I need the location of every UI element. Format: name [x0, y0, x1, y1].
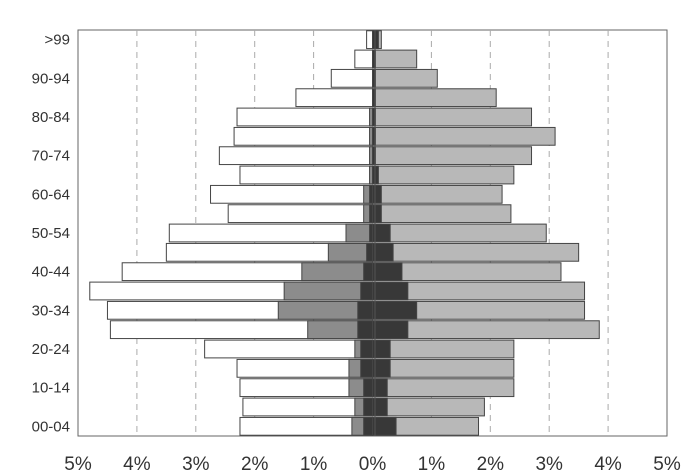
x-tick-label: 2%: [477, 454, 505, 475]
bar-right-inner: [372, 339, 391, 359]
plot-area: [77, 29, 668, 437]
x-axis-tick-labels: 5% 4% 3% 2% 1% 0% 1% 2% 3% 4% 5%: [64, 454, 681, 475]
bar-right-outer: [372, 126, 556, 146]
bar-right-outer: [372, 49, 418, 69]
bar-right-outer: [372, 242, 580, 262]
x-tick-label: 5%: [653, 454, 681, 475]
x-tick-label: 1%: [300, 454, 328, 475]
bar-left-inner: [360, 281, 374, 301]
x-tick-label: 1%: [418, 454, 446, 475]
y-tick-label: 10-14: [32, 380, 70, 397]
bar-right-inner: [372, 320, 409, 340]
bar-left-outer: [295, 88, 373, 108]
bar-left-inner: [360, 339, 374, 359]
bar-right-inner: [372, 300, 418, 320]
bar-left-inner: [363, 262, 374, 282]
bar-right-inner: [372, 281, 409, 301]
bar-left-inner: [363, 397, 374, 417]
y-tick-label: 00-04: [32, 418, 70, 435]
bar-left-outer: [236, 107, 373, 127]
bar-left-outer: [354, 49, 373, 69]
y-axis-tick-labels: 00-04 10-14 20-24 30-34 40-44 50-54 60-64 70-74…: [32, 32, 70, 436]
bar-right-outer: [372, 358, 515, 378]
bar-left-outer: [366, 30, 373, 50]
bar-right-inner: [372, 358, 391, 378]
bar-right-inner: [372, 262, 403, 282]
bar-left-mid: [345, 223, 373, 243]
bar-right-inner: [372, 378, 388, 398]
bar-left-inner: [363, 378, 374, 398]
bar-left-inner: [363, 416, 374, 436]
x-tick-label: 4%: [123, 454, 151, 475]
bar-left-inner: [360, 358, 374, 378]
bar-right-outer: [372, 223, 547, 243]
x-tick-label: 2%: [241, 454, 269, 475]
bar-left-outer: [227, 204, 373, 224]
bar-right-outer: [372, 184, 503, 204]
x-tick-label: 0%: [359, 454, 387, 475]
x-tick-label: 3%: [182, 454, 210, 475]
bar-right-outer: [372, 146, 533, 166]
bar-right-outer: [372, 339, 515, 359]
bar-left-outer: [218, 146, 373, 166]
bars: [89, 30, 600, 436]
bar-left-outer: [239, 165, 373, 185]
bar-left-mid: [327, 242, 374, 262]
bar-right-inner: [372, 184, 382, 204]
bar-right-outer: [372, 107, 533, 127]
bar-left-outer: [330, 68, 373, 88]
y-tick-label: 80-84: [32, 109, 70, 126]
y-tick-label: 20-24: [32, 341, 70, 358]
x-tick-label: 5%: [64, 454, 92, 475]
bar-left-inner: [357, 320, 373, 340]
bar-right-outer: [372, 397, 485, 417]
y-tick-label: 40-44: [32, 264, 70, 281]
bar-left-outer: [204, 339, 373, 359]
bar-right-outer: [372, 378, 515, 398]
y-tick-label: 30-34: [32, 302, 70, 319]
x-tick-label: 3%: [535, 454, 563, 475]
y-tick-label: 50-54: [32, 225, 70, 242]
bar-right-outer: [372, 88, 497, 108]
y-tick-label: 60-64: [32, 186, 70, 203]
bar-right-outer: [372, 165, 515, 185]
bar-left-outer: [233, 126, 373, 146]
bar-right-outer: [372, 204, 512, 224]
bar-right-inner: [372, 397, 388, 417]
bar-left-outer: [242, 397, 373, 417]
bar-right-outer: [372, 68, 438, 88]
y-tick-label: 70-74: [32, 148, 70, 165]
bar-left-inner: [357, 300, 373, 320]
bar-left-outer: [168, 223, 373, 243]
bar-right-inner: [372, 223, 391, 243]
y-tick-label: >99: [45, 32, 70, 49]
bar-left-mid: [301, 262, 374, 282]
x-tick-label: 4%: [594, 454, 622, 475]
bar-left-outer: [210, 184, 373, 204]
bar-left-inner: [366, 242, 373, 262]
bar-right-inner: [372, 416, 397, 436]
bar-right-inner: [372, 242, 394, 262]
bar-right-inner: [372, 204, 382, 224]
y-tick-label: 90-94: [32, 70, 70, 87]
bar-left-mid: [283, 281, 373, 301]
